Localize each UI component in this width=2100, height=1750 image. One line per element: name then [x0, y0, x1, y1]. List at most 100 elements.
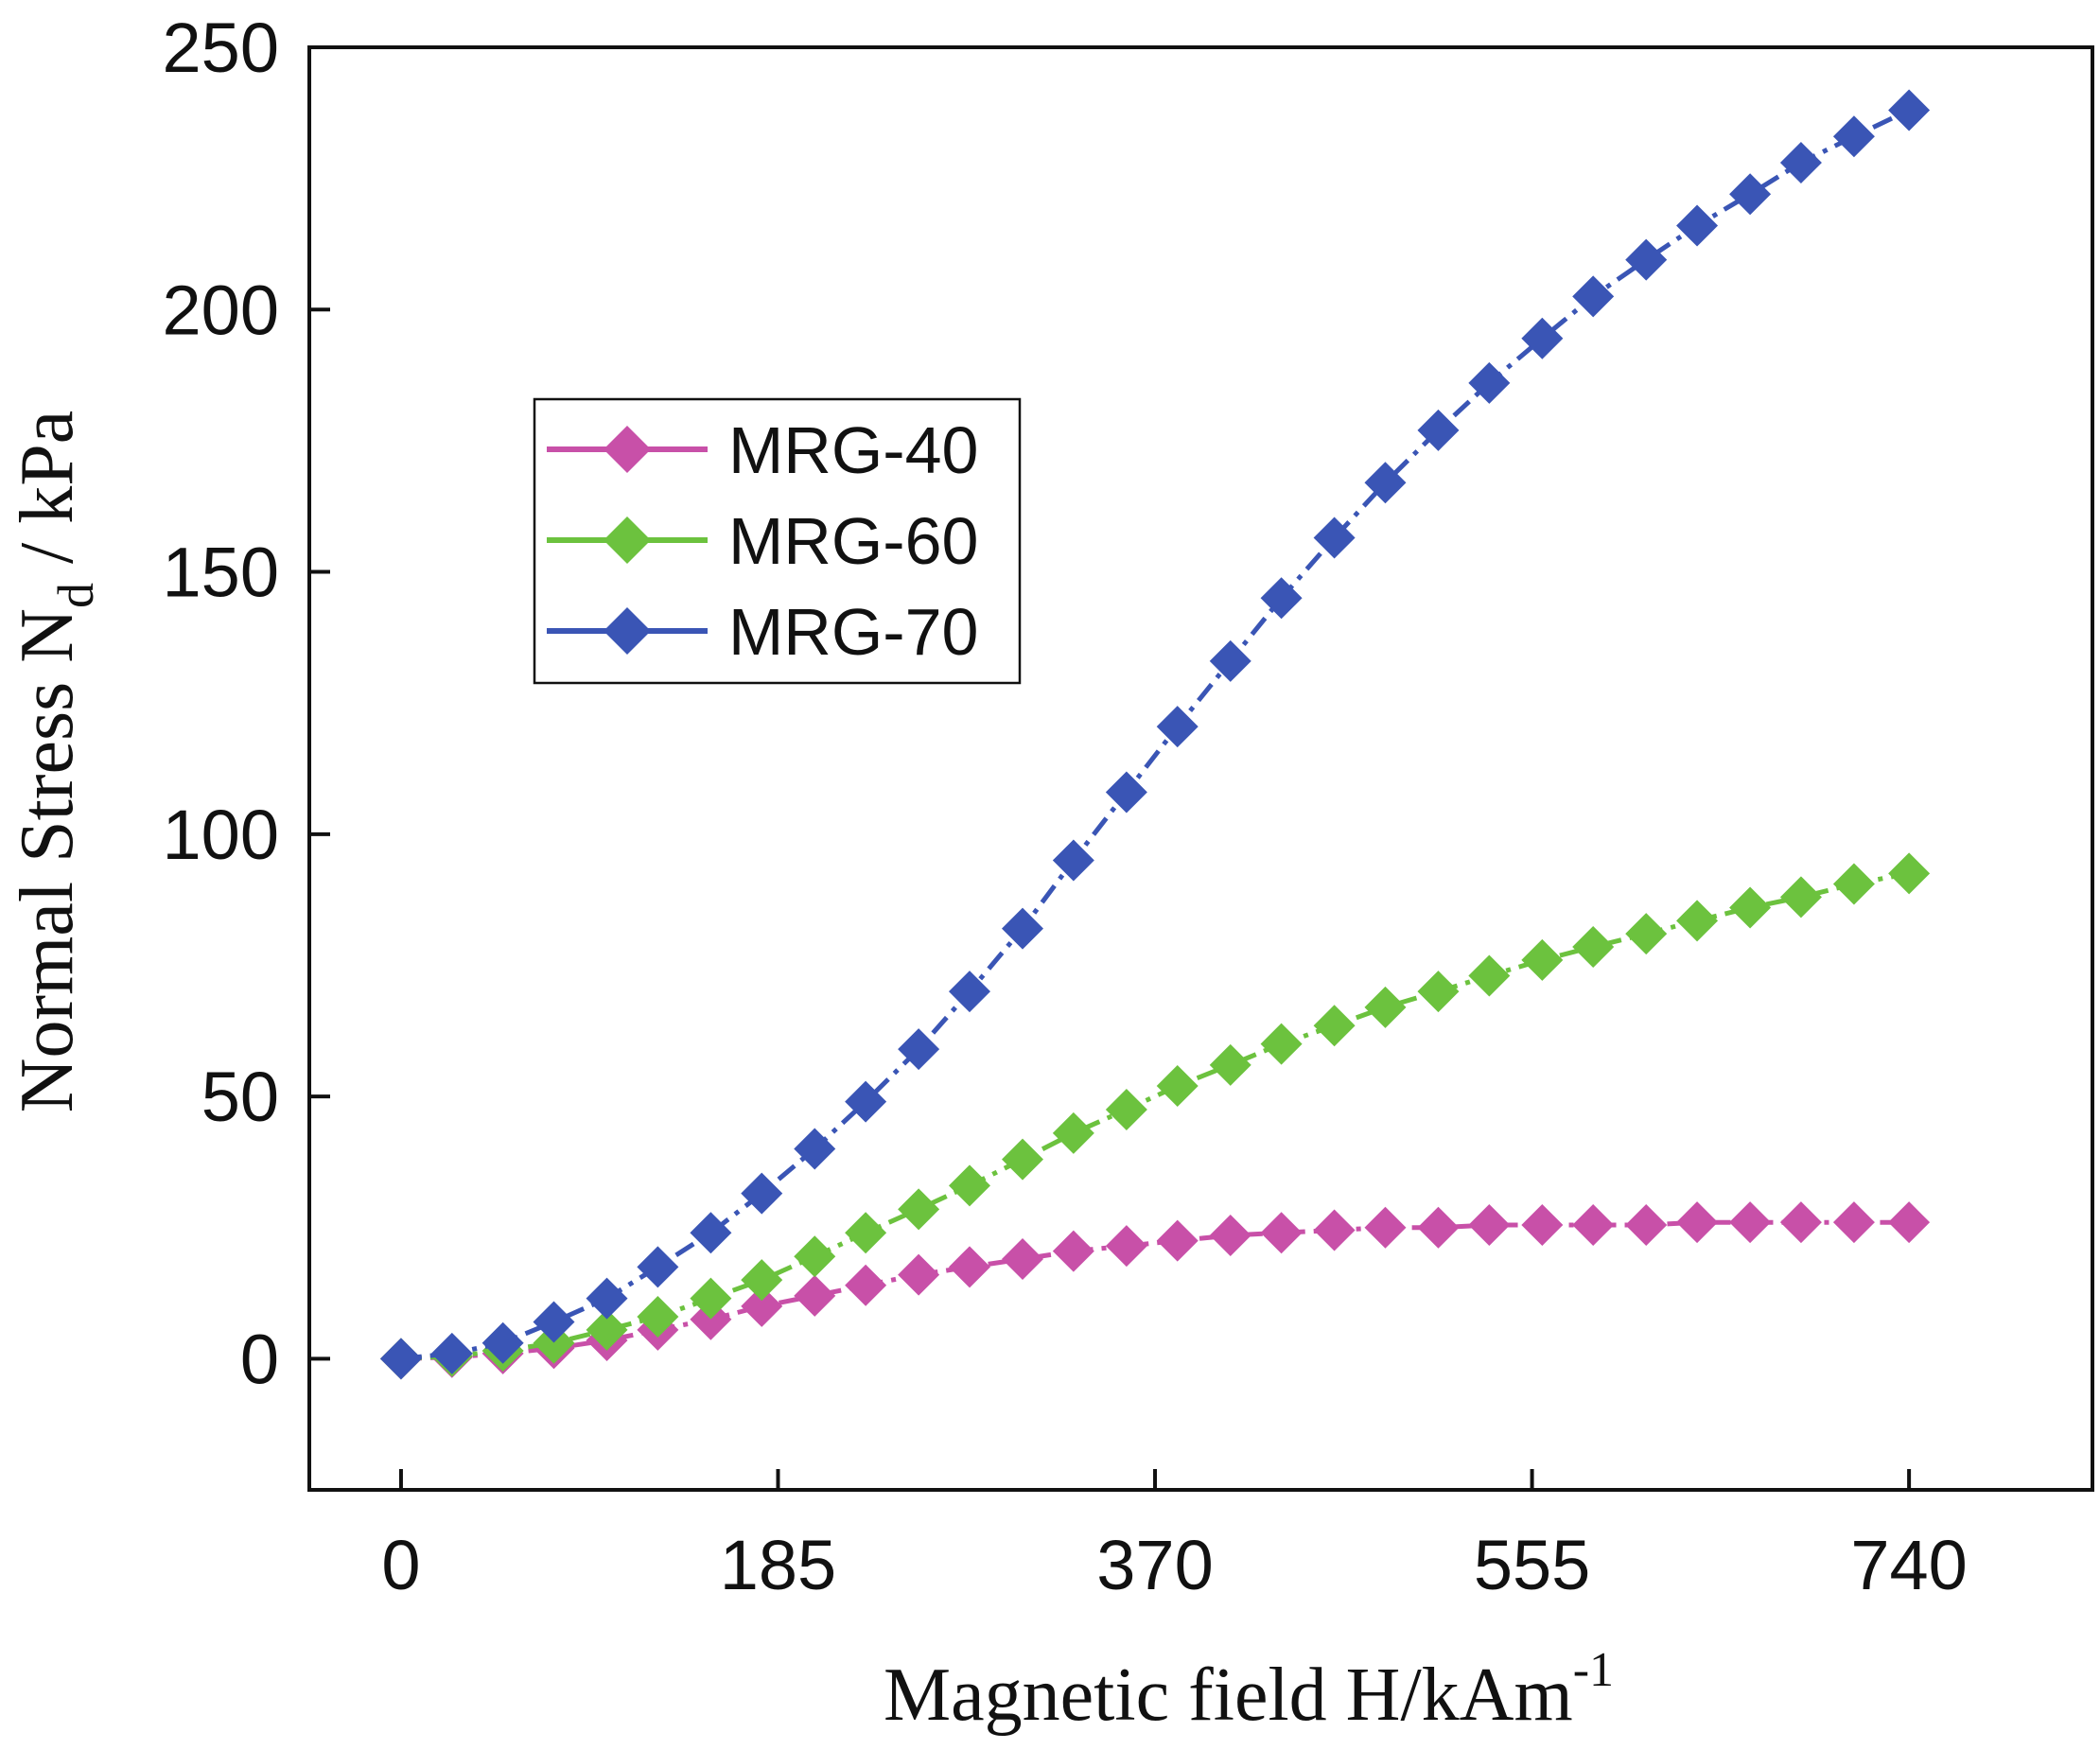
data-point-mrg-60 [1105, 1088, 1147, 1130]
data-point-mrg-60 [1364, 986, 1407, 1028]
data-point-mrg-60 [1888, 852, 1931, 895]
series-mrg-60 [379, 852, 1931, 1380]
series-line-mrg-40 [400, 1219, 1910, 1361]
legend-marker [604, 607, 651, 655]
data-point-mrg-60 [1417, 971, 1460, 1013]
data-point-mrg-60 [1002, 1138, 1043, 1181]
series-mrg-70 [379, 89, 1931, 1380]
data-point-mrg-70 [1260, 577, 1303, 620]
data-point-mrg-60 [1729, 886, 1772, 929]
data-point-mrg-40 [1625, 1203, 1668, 1246]
data-point-mrg-40 [1002, 1238, 1043, 1280]
data-point-mrg-40 [1417, 1206, 1460, 1249]
data-point-mrg-60 [1156, 1065, 1199, 1107]
data-point-mrg-60 [1313, 1005, 1356, 1047]
legend-item-mrg-70: MRG-70 [547, 595, 978, 669]
data-point-mrg-40 [1156, 1219, 1199, 1262]
y-tick-label: 100 [163, 796, 279, 874]
plot-frame [307, 45, 2094, 1492]
data-point-mrg-40 [1572, 1203, 1615, 1246]
data-point-mrg-40 [1209, 1215, 1251, 1257]
legend: MRG-40 MRG-60 MRG-70 [533, 397, 1022, 685]
legend-label: MRG-60 [728, 504, 978, 578]
data-point-mrg-60 [898, 1188, 940, 1231]
series-line-mrg-60 [400, 870, 1910, 1361]
y-tick-label: 200 [163, 271, 279, 349]
data-point-mrg-60 [1052, 1111, 1094, 1154]
data-point-mrg-60 [1260, 1023, 1303, 1065]
data-point-mrg-70 [1209, 639, 1251, 682]
data-point-mrg-70 [1156, 706, 1199, 748]
data-point-mrg-70 [1779, 142, 1822, 184]
data-point-mrg-40 [898, 1253, 940, 1296]
data-point-mrg-40 [1521, 1203, 1564, 1246]
y-tick-label: 50 [201, 1058, 279, 1136]
data-point-mrg-40 [1260, 1212, 1303, 1254]
data-point-mrg-40 [1052, 1230, 1094, 1272]
data-point-mrg-70 [948, 971, 990, 1013]
data-point-mrg-40 [741, 1285, 783, 1327]
data-point-mrg-70 [379, 1338, 422, 1380]
data-point-mrg-70 [794, 1128, 836, 1170]
data-point-mrg-60 [586, 1308, 628, 1351]
legend-marker [604, 516, 651, 564]
data-point-mrg-40 [1313, 1209, 1356, 1251]
data-point-mrg-70 [1468, 361, 1511, 404]
data-point-mrg-40 [690, 1298, 732, 1340]
data-point-mrg-40 [1779, 1201, 1822, 1244]
legend-label: MRG-40 [728, 413, 978, 487]
data-point-mrg-60 [948, 1164, 990, 1207]
data-point-mrg-70 [690, 1212, 732, 1254]
data-point-mrg-40 [1888, 1201, 1931, 1244]
data-point-mrg-40 [1364, 1206, 1407, 1249]
data-point-mrg-40 [1468, 1203, 1511, 1246]
data-point-mrg-60 [1521, 938, 1564, 981]
data-point-mrg-70 [845, 1080, 887, 1123]
data-point-mrg-40 [794, 1274, 836, 1317]
y-tick-label: 150 [163, 534, 279, 612]
x-axis-title: Magnetic field H/kAm-1 [884, 1643, 1614, 1737]
x-tick-label: 740 [1850, 1526, 1967, 1604]
data-point-mrg-70 [1364, 462, 1407, 504]
data-point-mrg-70 [1002, 907, 1043, 950]
data-point-mrg-60 [1625, 913, 1668, 955]
data-point-mrg-60 [741, 1259, 783, 1302]
data-point-mrg-60 [1832, 863, 1875, 905]
x-tick-label: 185 [720, 1526, 836, 1604]
data-point-mrg-70 [1832, 115, 1875, 158]
data-point-mrg-70 [1888, 89, 1931, 131]
data-point-mrg-60 [533, 1321, 575, 1364]
data-point-mrg-60 [637, 1296, 679, 1338]
x-tick-label: 555 [1474, 1526, 1590, 1604]
data-point-mrg-60 [1209, 1043, 1251, 1086]
data-point-mrg-70 [898, 1028, 940, 1071]
y-tick-label: 250 [163, 9, 279, 87]
data-point-mrg-70 [1521, 317, 1564, 359]
data-point-mrg-40 [1676, 1201, 1719, 1244]
data-point-mrg-70 [1625, 238, 1668, 281]
series-line-mrg-70 [400, 108, 1911, 1361]
data-point-mrg-60 [1676, 900, 1719, 942]
data-point-mrg-70 [1676, 204, 1719, 247]
data-point-mrg-70 [1105, 771, 1147, 814]
data-point-mrg-70 [1417, 409, 1460, 451]
data-point-mrg-40 [1105, 1225, 1147, 1268]
data-point-mrg-70 [1052, 839, 1094, 882]
data-point-mrg-60 [794, 1235, 836, 1278]
data-point-mrg-70 [741, 1172, 783, 1215]
data-point-mrg-70 [1313, 516, 1356, 559]
data-point-mrg-70 [586, 1277, 628, 1320]
data-point-mrg-60 [690, 1277, 732, 1320]
data-point-mrg-40 [1729, 1201, 1772, 1244]
series-mrg-40 [379, 1201, 1931, 1380]
data-point-mrg-40 [1832, 1201, 1875, 1244]
x-tick-label: 370 [1096, 1526, 1213, 1604]
data-point-mrg-60 [1779, 876, 1822, 919]
data-point-mrg-70 [637, 1246, 679, 1288]
data-point-mrg-70 [481, 1321, 524, 1364]
data-point-mrg-70 [1572, 275, 1615, 318]
legend-label: MRG-70 [728, 595, 978, 669]
data-point-mrg-70 [430, 1332, 473, 1374]
x-tick-label: 0 [381, 1526, 420, 1604]
